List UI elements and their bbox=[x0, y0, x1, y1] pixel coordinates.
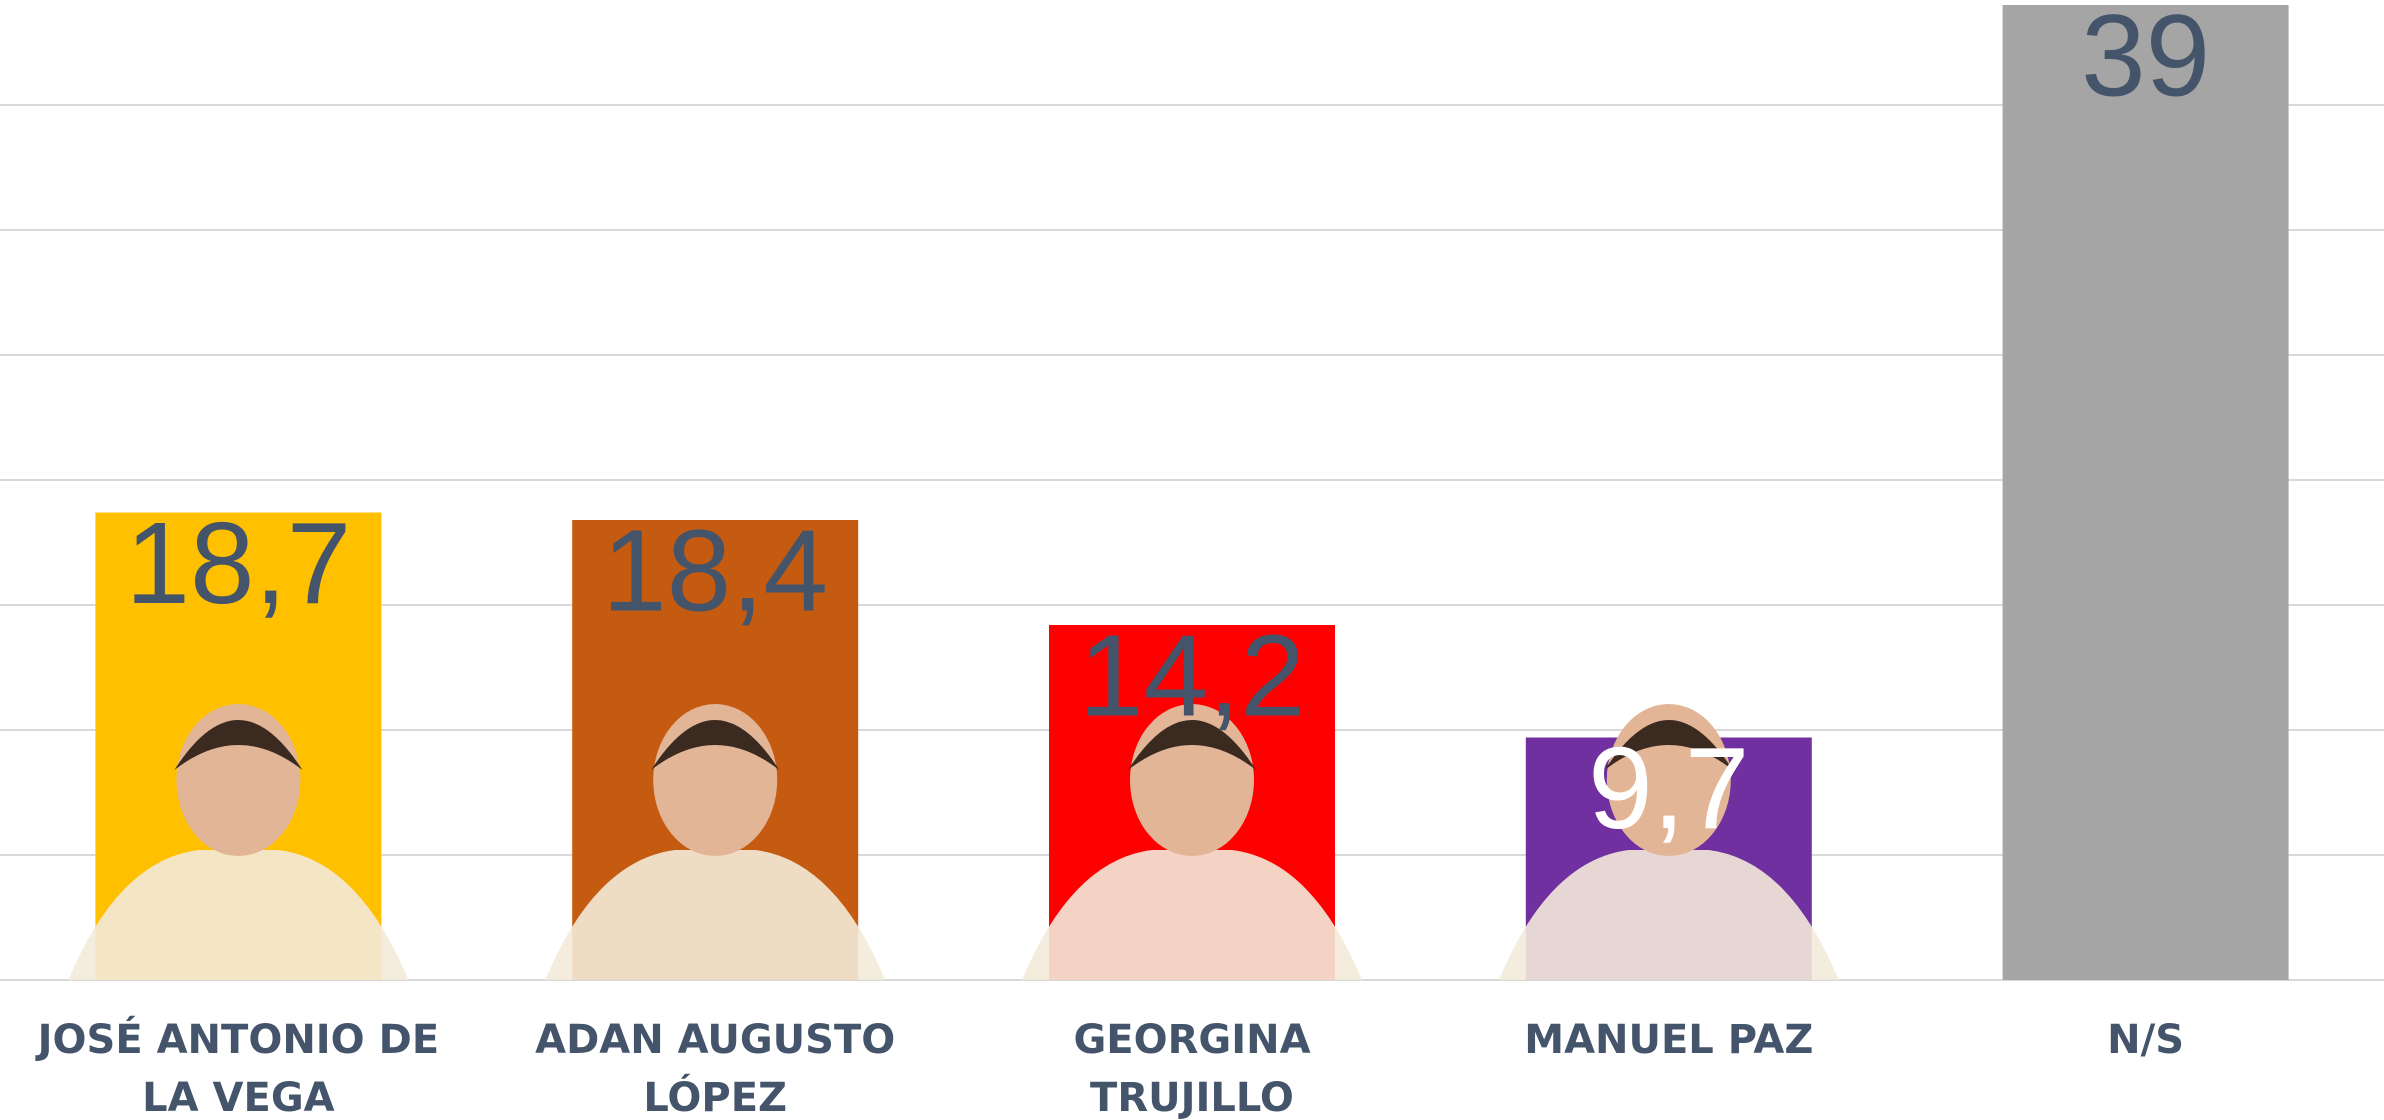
label-line: JOSÉ ANTONIO DE bbox=[35, 1015, 439, 1063]
label-line: TRUJILLO bbox=[1090, 1075, 1294, 1120]
label-line: N/S bbox=[2107, 1017, 2184, 1063]
label-line: MANUEL PAZ bbox=[1524, 1017, 1813, 1063]
value-label: 18,4 bbox=[602, 506, 828, 636]
value-label: 14,2 bbox=[1079, 611, 1305, 741]
chart: 18,7 JOSÉ ANTONIO DE LA VEGA 18,4 ADAN AUGUS… bbox=[0, 0, 2384, 1120]
page: {"chart_data": {"type": "bar", "categori… bbox=[0, 0, 2384, 1120]
x-tick-label: JOSÉ ANTONIO DE LA VEGA bbox=[35, 1015, 439, 1120]
x-tick-label: GEORGINA TRUJILLO bbox=[1073, 1017, 1310, 1120]
label-line: LA VEGA bbox=[142, 1075, 334, 1120]
x-tick-label: N/S bbox=[2107, 1017, 2184, 1063]
x-tick-label: MANUEL PAZ bbox=[1524, 1017, 1813, 1063]
bar bbox=[2003, 5, 2289, 980]
value-label: 18,7 bbox=[126, 498, 352, 628]
value-label: 9,7 bbox=[1588, 723, 1749, 853]
x-tick-label: ADAN AUGUSTO LÓPEZ bbox=[535, 1017, 895, 1120]
value-label: 39 bbox=[2081, 0, 2210, 121]
label-line: ADAN AUGUSTO bbox=[535, 1017, 895, 1063]
label-line: LÓPEZ bbox=[643, 1073, 787, 1120]
label-line: GEORGINA bbox=[1073, 1017, 1310, 1063]
